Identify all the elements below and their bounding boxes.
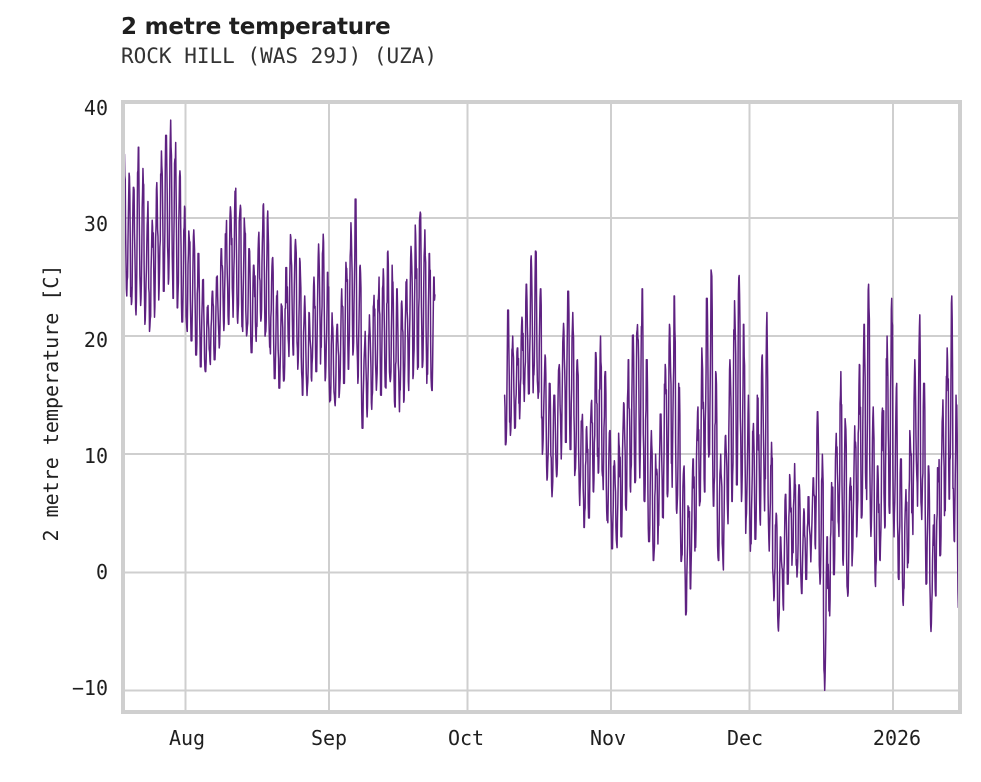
chart-subtitle: ROCK HILL (WAS 29J) (UZA)	[121, 44, 438, 68]
x-tick-sep: Sep	[310, 726, 348, 750]
x-tick-2026: 2026	[872, 726, 922, 750]
grid-lines	[121, 100, 962, 714]
temperature-line-chart	[121, 100, 962, 714]
y-tick-0: 0	[95, 560, 108, 584]
y-tick-40: 40	[83, 96, 108, 120]
y-tick-20: 20	[83, 328, 108, 352]
axis-frame	[121, 100, 962, 714]
plot-area	[121, 100, 962, 714]
title-block: 2 metre temperature ROCK HILL (WAS 29J) …	[121, 12, 941, 70]
y-tick-30: 30	[83, 212, 108, 236]
x-tick-dec: Dec	[726, 726, 764, 750]
x-tick-aug: Aug	[168, 726, 206, 750]
x-tick-nov: Nov	[589, 726, 627, 750]
y-tick-labels: 40 30 20 10 0 −10	[0, 0, 108, 782]
y-tick-10: 10	[83, 444, 108, 468]
series-group	[121, 119, 962, 692]
temperature-series-segment-2	[503, 250, 962, 692]
y-tick-minus10: −10	[71, 676, 108, 700]
x-tick-oct: Oct	[447, 726, 485, 750]
page-title: 2 metre temperature	[121, 14, 391, 40]
temperature-series-segment-1	[121, 119, 436, 429]
